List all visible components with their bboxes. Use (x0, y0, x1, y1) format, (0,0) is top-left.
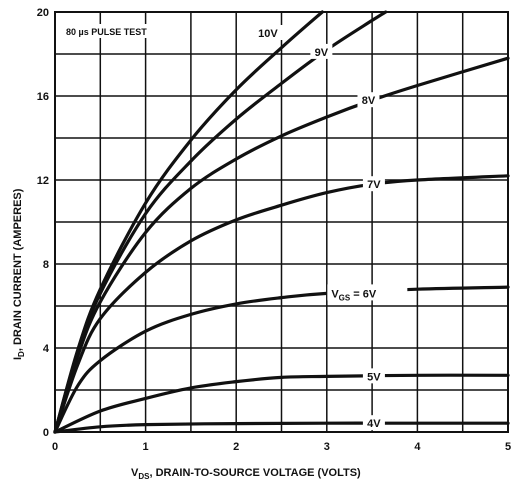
curve-label-text: 4V (367, 418, 381, 430)
curve-label-text: 8V (362, 95, 376, 107)
curve-4V (53, 421, 510, 434)
y-tick-label: 8 (43, 259, 49, 271)
curve-label-bg (362, 415, 385, 431)
curve-label-bg (327, 284, 408, 301)
curve-label-4V: 4V (362, 415, 385, 431)
curve-label-main: V (331, 288, 339, 300)
y-tick-label: 12 (37, 175, 49, 187)
x-tick-label: 2 (233, 441, 239, 453)
curve-5V (53, 373, 510, 434)
curve-label-text: 10V (258, 28, 278, 40)
x-tick-label: 3 (324, 441, 330, 453)
curve-7V (53, 174, 510, 434)
curve-label-text: 9V (315, 47, 329, 59)
y-tick-label: 20 (37, 7, 49, 19)
y-axis-title: ID, DRAIN CURRENT (AMPERES) (12, 188, 26, 360)
plot-frame (54, 11, 509, 433)
curve-label-bg (362, 368, 385, 384)
curve-label-5V: 5V (362, 368, 385, 384)
curves (53, 10, 510, 434)
curve-label-8V: 8V (357, 92, 380, 108)
curve-label-7V: 7V (362, 176, 385, 192)
curve-label-sub: GS (339, 293, 351, 302)
pulse-test-note: 80 µs PULSE TEST (62, 24, 186, 38)
curve-label-rest: = 6V (350, 288, 377, 300)
curve-label-text: 5V (367, 371, 381, 383)
curve-label-bg (357, 92, 380, 108)
x-tick-label: 0 (52, 441, 58, 453)
y-tick-label: 0 (43, 427, 49, 439)
curve-label-bg (362, 176, 385, 192)
y-tick-label: 16 (37, 91, 49, 103)
curve-label-text: 7V (367, 179, 381, 191)
curve-label-bg (252, 25, 283, 40)
grid (55, 12, 508, 432)
x-tick-label: 4 (414, 441, 421, 453)
pulse-test-text: 80 µs PULSE TEST (66, 27, 147, 37)
curve-label-bg (310, 43, 333, 59)
curve-labels: 4V 5V VGS = 6V 7V 8V 9V 10V (252, 25, 408, 431)
y-tick-label: 4 (43, 343, 50, 355)
curve-10V (53, 10, 324, 434)
curve-label-10V: 10V (252, 25, 283, 40)
curve-label-6V: VGS = 6V (327, 284, 408, 302)
curve-8V (53, 56, 510, 434)
x-tick-label: 5 (505, 441, 511, 453)
curve-label-text: VGS = 6V (331, 288, 377, 302)
x-axis-title: VDS, DRAIN-TO-SOURCE VOLTAGE (VOLTS) (131, 467, 361, 481)
x-tick-label: 1 (143, 441, 149, 453)
curve-label-9V: 9V (310, 43, 333, 59)
